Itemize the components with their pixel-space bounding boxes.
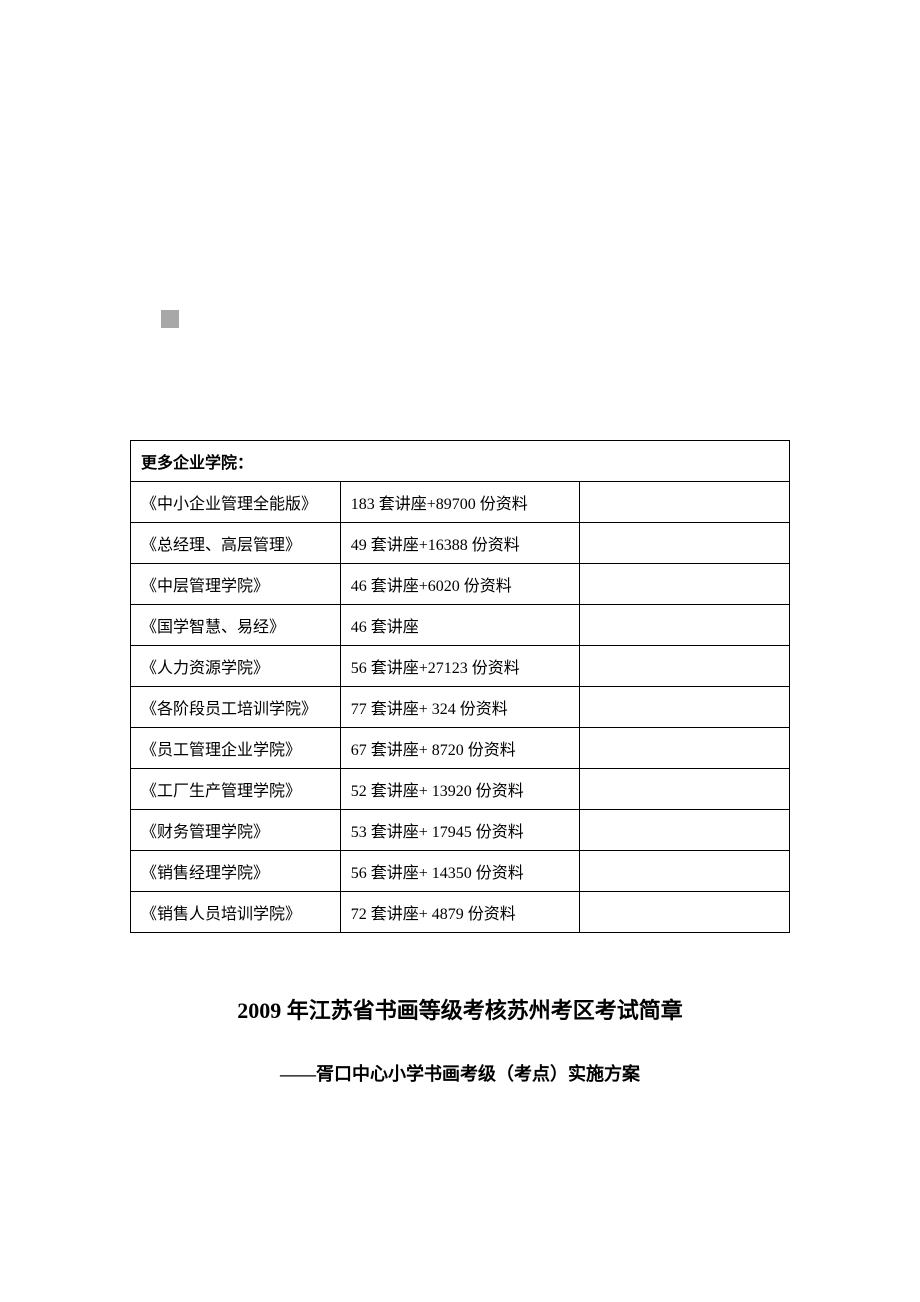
table-row: 《员工管理企业学院》 67 套讲座+ 8720 份资料: [131, 728, 790, 769]
table-header-row: 更多企业学院：: [131, 441, 790, 482]
empty-cell: [580, 892, 790, 933]
course-name-cell: 《员工管理企业学院》: [131, 728, 341, 769]
course-content-cell: 46 套讲座+6020 份资料: [340, 564, 580, 605]
table-row: 《国学智慧、易经》 46 套讲座: [131, 605, 790, 646]
table-row: 《销售经理学院》 56 套讲座+ 14350 份资料: [131, 851, 790, 892]
course-content-cell: 46 套讲座: [340, 605, 580, 646]
main-title: 2009 年江苏省书画等级考核苏州考区考试简章: [130, 993, 790, 1025]
table-row: 《人力资源学院》 56 套讲座+27123 份资料: [131, 646, 790, 687]
empty-cell: [580, 605, 790, 646]
table-row: 《总经理、高层管理》 49 套讲座+16388 份资料: [131, 523, 790, 564]
course-name-cell: 《中层管理学院》: [131, 564, 341, 605]
course-content-cell: 56 套讲座+27123 份资料: [340, 646, 580, 687]
course-name-cell: 《中小企业管理全能版》: [131, 482, 341, 523]
course-content-cell: 77 套讲座+ 324 份资料: [340, 687, 580, 728]
empty-cell: [580, 769, 790, 810]
college-table: 更多企业学院： 《中小企业管理全能版》 183 套讲座+89700 份资料 《总…: [130, 440, 790, 933]
table-row: 《各阶段员工培训学院》 77 套讲座+ 324 份资料: [131, 687, 790, 728]
course-name-cell: 《人力资源学院》: [131, 646, 341, 687]
course-name-cell: 《销售人员培训学院》: [131, 892, 341, 933]
course-name-cell: 《财务管理学院》: [131, 810, 341, 851]
course-name-cell: 《各阶段员工培训学院》: [131, 687, 341, 728]
course-content-cell: 183 套讲座+89700 份资料: [340, 482, 580, 523]
empty-cell: [580, 523, 790, 564]
title-section: 2009 年江苏省书画等级考核苏州考区考试简章 ——胥口中心小学书画考级（考点）…: [130, 993, 790, 1086]
content-area: 更多企业学院： 《中小企业管理全能版》 183 套讲座+89700 份资料 《总…: [130, 440, 790, 1086]
sub-title: ——胥口中心小学书画考级（考点）实施方案: [130, 1060, 790, 1086]
table-row: 《销售人员培训学院》 72 套讲座+ 4879 份资料: [131, 892, 790, 933]
table-row: 《财务管理学院》 53 套讲座+ 17945 份资料: [131, 810, 790, 851]
course-content-cell: 67 套讲座+ 8720 份资料: [340, 728, 580, 769]
empty-cell: [580, 564, 790, 605]
course-content-cell: 72 套讲座+ 4879 份资料: [340, 892, 580, 933]
empty-cell: [580, 646, 790, 687]
table-header-cell: 更多企业学院：: [131, 441, 790, 482]
empty-cell: [580, 851, 790, 892]
course-content-cell: 56 套讲座+ 14350 份资料: [340, 851, 580, 892]
decoration-square: [161, 310, 179, 328]
course-name-cell: 《总经理、高层管理》: [131, 523, 341, 564]
empty-cell: [580, 728, 790, 769]
table-row: 《中小企业管理全能版》 183 套讲座+89700 份资料: [131, 482, 790, 523]
empty-cell: [580, 687, 790, 728]
course-name-cell: 《销售经理学院》: [131, 851, 341, 892]
course-content-cell: 53 套讲座+ 17945 份资料: [340, 810, 580, 851]
course-name-cell: 《国学智慧、易经》: [131, 605, 341, 646]
course-content-cell: 52 套讲座+ 13920 份资料: [340, 769, 580, 810]
table-row: 《工厂生产管理学院》 52 套讲座+ 13920 份资料: [131, 769, 790, 810]
table-row: 《中层管理学院》 46 套讲座+6020 份资料: [131, 564, 790, 605]
empty-cell: [580, 810, 790, 851]
course-name-cell: 《工厂生产管理学院》: [131, 769, 341, 810]
empty-cell: [580, 482, 790, 523]
course-content-cell: 49 套讲座+16388 份资料: [340, 523, 580, 564]
